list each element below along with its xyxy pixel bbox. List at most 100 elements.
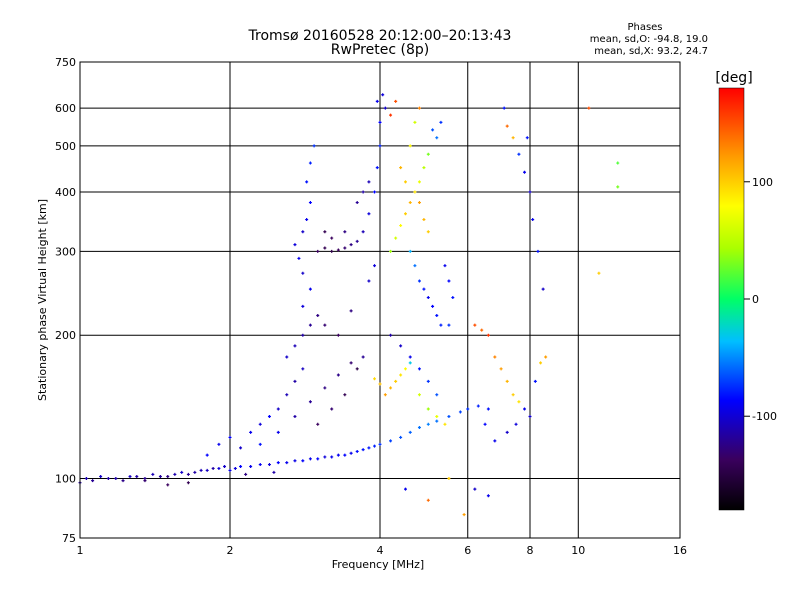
data-point xyxy=(258,422,262,426)
data-point xyxy=(435,136,439,140)
data-point xyxy=(343,453,347,457)
data-point xyxy=(330,455,334,459)
data-point xyxy=(417,106,421,110)
data-point xyxy=(239,446,243,450)
x-axis-label: Frequency [MHz] xyxy=(332,558,424,571)
data-point xyxy=(399,435,403,439)
data-point xyxy=(233,466,237,470)
y-tick-label: 100 xyxy=(55,473,76,486)
data-point xyxy=(316,457,320,461)
data-point xyxy=(267,414,271,418)
data-point xyxy=(383,393,387,397)
colorbar-ticks: 100 0 -100 xyxy=(744,176,777,423)
data-point xyxy=(517,152,521,156)
data-point xyxy=(316,422,320,426)
data-point xyxy=(316,314,320,318)
x-tick-label: 10 xyxy=(571,544,585,557)
data-point xyxy=(217,442,221,446)
data-point xyxy=(462,513,466,517)
data-point xyxy=(272,470,276,474)
data-point xyxy=(499,367,503,371)
data-point xyxy=(486,407,490,411)
data-point xyxy=(312,144,316,148)
data-point xyxy=(249,430,253,434)
stats-line-o: mean, sd,O: -94.8, 19.0 xyxy=(590,34,708,45)
x-tick-label: 6 xyxy=(464,544,471,557)
data-point xyxy=(375,166,379,170)
data-point xyxy=(258,442,262,446)
data-point xyxy=(121,479,125,483)
data-point xyxy=(403,487,407,491)
data-point xyxy=(367,446,371,450)
data-point xyxy=(349,243,353,247)
data-point xyxy=(285,355,289,359)
chart-title: Tromsø 20160528 20:12:00–20:13:43 xyxy=(248,28,512,44)
data-point xyxy=(301,230,305,234)
data-point xyxy=(301,304,305,308)
data-point xyxy=(349,451,353,455)
data-point xyxy=(211,466,215,470)
y-tick-label: 500 xyxy=(55,140,76,153)
data-point xyxy=(301,459,305,463)
data-point xyxy=(316,249,320,253)
data-point xyxy=(373,264,377,268)
data-point xyxy=(228,468,232,472)
data-point xyxy=(128,474,132,478)
data-point xyxy=(293,414,297,418)
data-point xyxy=(443,422,447,426)
data-point xyxy=(367,279,371,283)
data-point xyxy=(193,470,197,474)
data-point xyxy=(323,246,327,250)
y-tick-label: 400 xyxy=(55,186,76,199)
data-point xyxy=(106,477,110,481)
data-point xyxy=(435,419,439,423)
y-tick-label: 200 xyxy=(55,329,76,342)
data-point xyxy=(447,477,451,481)
data-point xyxy=(166,474,170,478)
data-point xyxy=(528,414,532,418)
data-point xyxy=(378,120,382,124)
data-point xyxy=(343,246,347,250)
data-point xyxy=(616,185,620,189)
data-point xyxy=(343,230,347,234)
data-point xyxy=(408,430,412,434)
data-point xyxy=(533,379,537,383)
data-point xyxy=(330,249,334,253)
data-point xyxy=(373,377,377,381)
data-point xyxy=(394,99,398,103)
data-point xyxy=(389,113,393,117)
data-point xyxy=(349,361,353,365)
data-point xyxy=(417,425,421,429)
grid-lines xyxy=(80,62,680,538)
data-point xyxy=(447,414,451,418)
data-point xyxy=(383,106,387,110)
data-point xyxy=(336,248,340,252)
data-point xyxy=(493,439,497,443)
x-tick-label: 8 xyxy=(527,544,534,557)
data-point xyxy=(426,152,430,156)
data-point xyxy=(431,304,435,308)
data-point xyxy=(413,264,417,268)
data-point xyxy=(336,453,340,457)
data-point xyxy=(301,271,305,275)
data-point xyxy=(408,355,412,359)
data-point xyxy=(223,464,227,468)
data-point xyxy=(293,459,297,463)
data-point xyxy=(308,400,312,404)
data-point xyxy=(267,463,271,467)
data-point xyxy=(443,264,447,268)
data-point xyxy=(394,236,398,240)
data-point xyxy=(205,468,209,472)
data-point xyxy=(276,407,280,411)
data-point xyxy=(378,442,382,446)
data-point xyxy=(389,249,393,253)
x-tick-label: 4 xyxy=(377,544,384,557)
stats-line-x: mean, sd,X: 93.2, 24.7 xyxy=(594,46,708,57)
data-point xyxy=(361,448,365,452)
data-point xyxy=(476,404,480,408)
y-axis-ticks: 75 100 200 300 400 500 600 750 xyxy=(55,56,76,545)
data-point xyxy=(466,407,470,411)
data-point xyxy=(285,461,289,465)
data-point xyxy=(228,435,232,439)
data-point xyxy=(502,106,506,110)
